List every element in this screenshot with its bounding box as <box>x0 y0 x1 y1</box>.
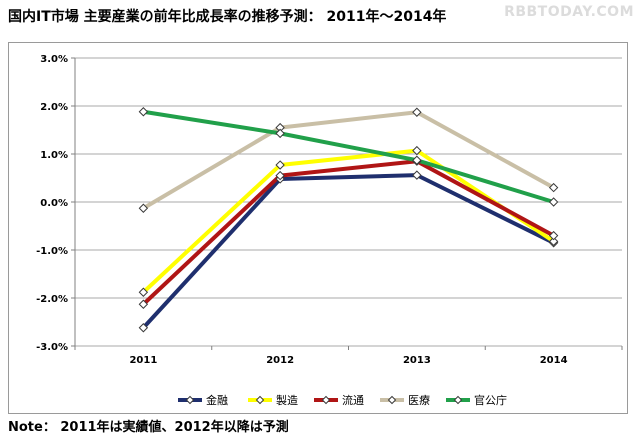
legend-marker <box>387 395 397 405</box>
footnote: Note： 2011年は実績値、2012年以降は予測 <box>8 420 289 435</box>
y-tick-label: 2.0% <box>40 102 68 113</box>
data-point-marker <box>412 155 422 165</box>
data-point-marker <box>138 323 149 333</box>
chart-title: 国内IT市場 主要産業の前年比成長率の推移予測： 2011年～2014年 <box>8 9 447 25</box>
legend-marker <box>185 395 195 405</box>
series-line-2 <box>141 148 556 295</box>
series-line-1 <box>141 173 556 330</box>
y-tick-label: 0.0% <box>40 198 68 209</box>
data-point-marker <box>275 170 285 181</box>
data-point-marker <box>138 107 149 117</box>
series-line-3 <box>141 159 556 307</box>
y-tick-label: 3.0% <box>40 54 68 65</box>
x-tick-label: 2014 <box>540 355 568 366</box>
data-point-marker <box>275 160 285 170</box>
legend-label-2: 製造 <box>276 393 298 407</box>
legend-label-4: 医療 <box>408 393 430 407</box>
legend-marker <box>453 395 463 405</box>
y-tick-label: -1.0% <box>36 246 68 257</box>
data-point-marker <box>412 145 422 156</box>
series-line-4 <box>141 110 556 211</box>
data-point-marker <box>412 170 422 180</box>
data-point-marker <box>138 203 149 213</box>
legend-label-3: 流通 <box>342 393 364 407</box>
data-point-marker <box>548 236 559 247</box>
legend-marker <box>255 395 265 405</box>
data-point-marker <box>412 107 422 117</box>
series-line-5 <box>141 109 556 204</box>
chart-frame <box>8 42 628 414</box>
data-point-marker <box>548 230 559 241</box>
data-point-marker <box>548 197 559 207</box>
data-point-marker <box>275 128 285 139</box>
x-tick-label: 2012 <box>266 355 294 366</box>
y-tick-label: -2.0% <box>36 294 68 305</box>
data-point-marker <box>548 182 559 193</box>
x-tick-label: 2013 <box>403 355 431 366</box>
x-tick-label: 2011 <box>129 355 157 366</box>
y-tick-label: -3.0% <box>36 342 68 353</box>
watermark-logo: RBBTODAY.COM <box>504 4 634 20</box>
data-point-marker <box>138 299 149 309</box>
legend-label-5: 官公庁 <box>474 393 507 407</box>
legend-label-1: 金融 <box>206 393 228 407</box>
y-tick-label: 1.0% <box>40 150 68 161</box>
data-point-marker <box>138 287 149 297</box>
legend-marker <box>321 395 331 405</box>
